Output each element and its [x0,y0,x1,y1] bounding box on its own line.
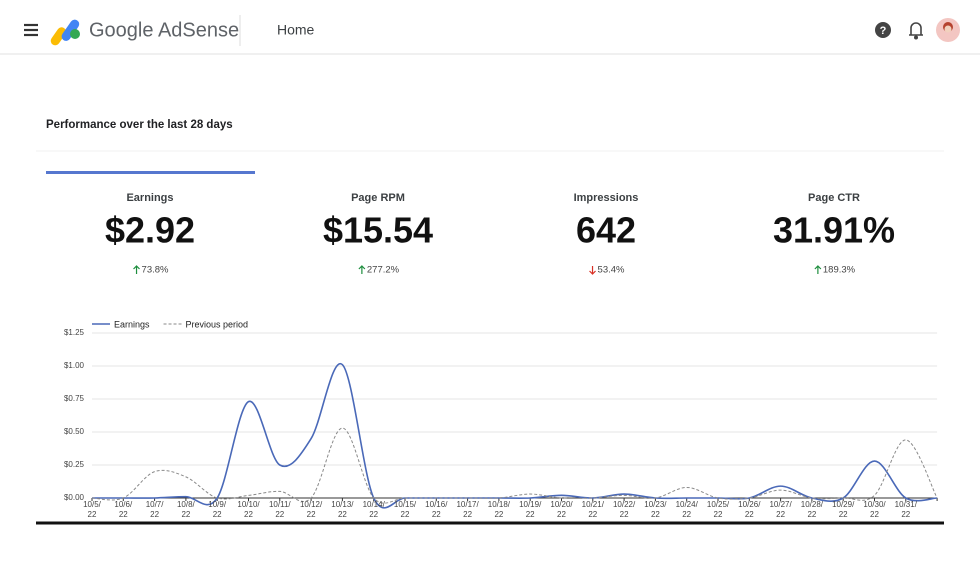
x-tick-label: 10/28/ 22 [800,500,824,519]
x-tick-label: 10/25/ 22 [706,500,730,519]
change-arrow [589,266,596,275]
selected-tab-indicator [46,171,255,174]
series-line [92,362,938,509]
y-tick-label: $0.25 [64,460,85,469]
x-tick-label: 10/20/ 22 [550,500,573,519]
x-tick-label: 10/29/ 22 [832,500,855,519]
account-avatar[interactable] [936,18,960,42]
y-tick-label: $0.75 [64,394,85,403]
x-tick-label: 10/30/ 22 [863,500,886,519]
metric-label: Page CTR [808,192,860,204]
metric-change: 277.2% [367,265,400,276]
legend-label: Earnings [114,319,150,329]
x-tick-label: 10/23/ 22 [644,500,667,519]
x-tick-label: 10/8/ 22 [176,500,195,519]
x-tick-label: 10/14/ 22 [362,500,385,519]
x-tick-label: 10/15/ 22 [393,500,417,519]
change-arrow [133,265,140,274]
x-tick-label: 10/5/ 22 [83,500,101,519]
app-name: Google AdSense [89,19,239,41]
x-tick-label: 10/18/ 22 [487,500,511,519]
metric-value: 642 [576,210,636,251]
x-tick-label: 10/7/ 22 [145,500,164,519]
x-tick-label: 10/26/ 22 [738,500,761,519]
y-tick-label: $1.25 [64,328,85,337]
logo [50,19,80,46]
metric-change: 73.8% [142,265,169,276]
x-tick-label: 10/13/ 22 [331,500,354,519]
metric-label: Earnings [126,192,173,204]
svg-text:?: ? [880,25,887,37]
metric-change: 53.4% [598,265,625,276]
change-arrow [358,265,366,274]
y-tick-label: $0.50 [64,427,85,436]
x-tick-label: 10/16/ 22 [425,500,448,519]
notifications-button[interactable] [909,22,923,40]
x-tick-label: 10/11/ 22 [268,500,291,519]
metric-label: Page RPM [351,192,405,204]
x-tick-label: 10/12/ 22 [299,500,323,519]
metric-change: 189.3% [823,265,856,276]
metric-label: Impressions [574,192,639,204]
x-tick-label: 10/27/ 22 [769,500,792,519]
section-title: Performance over the last 28 days [46,119,233,131]
change-arrow [814,265,822,274]
y-tick-label: $0.00 [64,493,85,502]
x-tick-label: 10/31/ 22 [894,500,917,519]
help-button[interactable]: ? [875,22,891,38]
metric-value: $15.54 [323,210,433,251]
x-tick-label: 10/24/ 22 [675,500,698,519]
legend-label: Previous period [186,319,249,329]
x-tick-label: 10/9/ 22 [208,500,227,519]
series-line [91,427,938,504]
metric-value: 31.91% [773,210,895,251]
menu-button[interactable] [24,23,38,37]
x-tick-label: 10/10/ 22 [237,500,260,519]
page-title[interactable]: Home [277,22,315,38]
x-tick-label: 10/6/ 22 [114,500,133,519]
x-tick-label: 10/19/ 22 [519,500,542,519]
x-tick-label: 10/21/ 22 [581,500,604,519]
y-tick-label: $1.00 [64,361,85,370]
x-tick-label: 10/17/ 22 [456,500,479,519]
x-tick-label: 10/22/ 22 [612,500,636,519]
metric-value: $2.92 [105,210,195,251]
